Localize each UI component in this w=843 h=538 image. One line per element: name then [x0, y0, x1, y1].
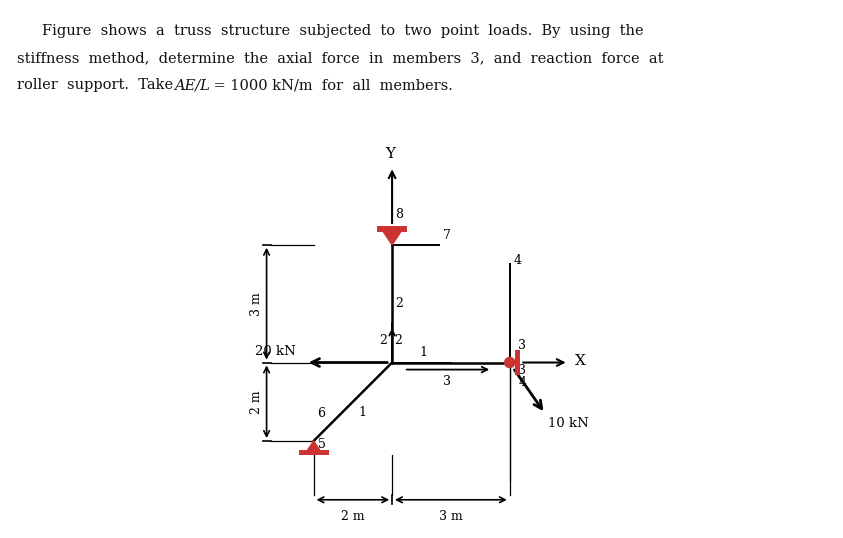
Text: 2: 2	[379, 335, 388, 348]
Text: Y: Y	[385, 146, 395, 160]
Bar	[515, 350, 520, 376]
Text: 4: 4	[513, 254, 522, 267]
Text: X: X	[574, 353, 585, 367]
Text: 20 kN: 20 kN	[255, 345, 296, 358]
Text: 3: 3	[518, 364, 526, 378]
Text: 1: 1	[359, 406, 367, 419]
Text: 2 m: 2 m	[341, 509, 365, 522]
Text: 5: 5	[319, 438, 326, 451]
Bar	[298, 450, 329, 456]
Text: roller  support.  Take: roller support. Take	[17, 78, 182, 92]
Circle shape	[505, 357, 515, 367]
Polygon shape	[305, 441, 322, 454]
Text: 2: 2	[395, 297, 403, 310]
Text: 10 kN: 10 kN	[548, 416, 589, 430]
Polygon shape	[384, 232, 400, 245]
Text: = 1000 kN/m  for  all  members.: = 1000 kN/m for all members.	[209, 78, 453, 92]
Text: 3 m: 3 m	[439, 509, 463, 522]
Text: 6: 6	[318, 407, 325, 420]
Text: 2 m: 2 m	[250, 390, 263, 414]
Text: AE/L: AE/L	[175, 78, 211, 92]
Text: 1: 1	[420, 345, 427, 359]
Bar	[377, 226, 407, 232]
Text: 3: 3	[443, 375, 451, 388]
Text: stiffness  method,  determine  the  axial  force  in  members  3,  and  reaction: stiffness method, determine the axial fo…	[17, 51, 663, 65]
Text: Figure  shows  a  truss  structure  subjected  to  two  point  loads.  By  using: Figure shows a truss structure subjected…	[42, 24, 644, 38]
Text: 3 m: 3 m	[250, 292, 263, 316]
Text: 2: 2	[395, 335, 402, 348]
Text: 4: 4	[518, 376, 526, 390]
Text: 8: 8	[395, 208, 403, 221]
Text: 7: 7	[443, 229, 451, 242]
Text: 3: 3	[518, 338, 526, 351]
